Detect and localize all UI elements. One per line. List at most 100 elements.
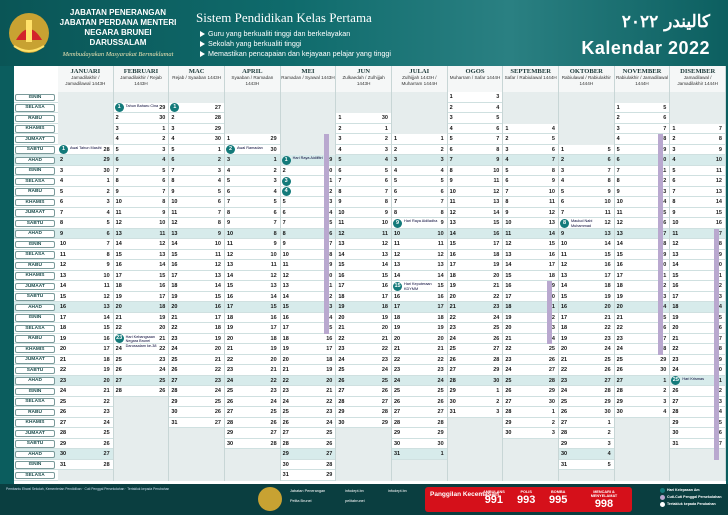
day-cell[interactable] [113,459,170,470]
day-cell[interactable]: 14 12 [114,239,170,250]
day-cell[interactable]: 30 28 [281,459,337,470]
day-cell[interactable]: 25 27 [448,344,504,355]
day-cell[interactable]: 30 26 [169,407,225,418]
day-cell[interactable]: 17 14 [58,312,114,323]
day-cell[interactable]: 27 25 [281,428,337,439]
day-cell[interactable]: 18 16 [114,281,170,292]
day-cell[interactable]: 23 25 [448,323,504,334]
day-cell[interactable]: 13 11 [114,228,170,239]
day-cell[interactable]: 24 22 [114,344,170,355]
day-cell[interactable]: 9 13 [559,228,615,239]
day-cell[interactable]: 12 15 [503,239,559,250]
day-cell[interactable]: 23 20 [58,375,114,386]
day-cell[interactable] [280,134,337,145]
day-cell[interactable]: 25 28 [503,375,559,386]
day-cell[interactable]: 21 19 [225,344,281,355]
day-cell[interactable]: 25 23 [114,354,170,365]
day-cell[interactable]: 24 23 [336,354,392,365]
day-cell[interactable]: 10 10 [392,228,448,239]
service-ambulance[interactable]: AMBULANS 991 [483,490,505,506]
day-cell[interactable]: 26 30 [615,365,671,376]
day-cell[interactable]: 1 30 [336,113,392,124]
day-cell[interactable]: 25 23 [281,407,337,418]
day-cell[interactable]: 30 4 [615,407,671,418]
day-cell[interactable]: 27 24 [58,417,114,428]
day-cell[interactable]: 23 21 [114,333,170,344]
day-cell[interactable]: 14 14 [392,270,448,281]
day-cell[interactable]: 10 8 [281,249,337,260]
social-instagram[interactable]: infodept.bn [345,489,364,493]
day-cell[interactable]: 6 12 [670,176,726,187]
day-cell[interactable]: 27 29 [448,365,504,376]
day-cell[interactable] [113,92,170,103]
day-cell[interactable]: 29 2 [503,417,559,428]
day-cell[interactable]: 23 23 [392,365,448,376]
day-cell[interactable]: 11 9 [281,260,337,271]
day-cell[interactable]: 13 15 [448,218,504,229]
day-cell[interactable]: 16 15 [336,270,392,281]
day-cell[interactable]: 20 22 [448,291,504,302]
day-cell[interactable]: 22 22 [392,354,448,365]
day-cell[interactable]: 15 17 [448,239,504,250]
day-cell[interactable] [614,428,671,439]
day-cell[interactable] [225,102,281,113]
day-cell[interactable] [614,449,671,460]
day-cell[interactable]: 7 10 [503,186,559,197]
day-cell[interactable]: 23 21 [225,365,281,376]
day-cell[interactable]: 25 22 [58,396,114,407]
day-cell[interactable]: 21 19 [281,365,337,376]
day-cell[interactable]: 27 23 [169,375,225,386]
day-cell[interactable] [113,428,170,439]
day-cell[interactable]: 24 20 [169,344,225,355]
day-cell[interactable]: 21 23 [448,302,504,313]
day-cell[interactable]: 8 11 [503,197,559,208]
day-cell[interactable]: 4 10 [670,155,726,166]
day-cell[interactable]: 22 26 [559,365,615,376]
day-cell[interactable] [503,113,559,124]
day-cell[interactable] [503,438,559,449]
day-cell[interactable] [447,449,504,460]
day-cell[interactable] [392,470,448,481]
day-cell[interactable]: 13 9 [169,228,225,239]
day-cell[interactable]: 26 28 [448,354,504,365]
day-cell[interactable]: 11 9 [225,239,281,250]
day-cell[interactable] [392,123,448,134]
day-cell[interactable]: 14 18 [559,281,615,292]
day-cell[interactable]: 6 10 [559,197,615,208]
day-cell[interactable]: 12 10 [114,218,170,229]
social-twitter[interactable]: infodept.bn [388,489,407,493]
day-cell[interactable]: 30 3 [503,428,559,439]
day-cell[interactable]: 30 27 [58,449,114,460]
day-cell[interactable]: 4 30 [169,134,225,145]
day-cell[interactable]: 29 25 [169,396,225,407]
day-cell[interactable]: 22 19 [58,365,114,376]
day-cell[interactable]: 28 24 [169,386,225,397]
day-cell[interactable] [447,470,504,481]
day-cell[interactable]: 29 28 [336,407,392,418]
day-cell[interactable]: 28 27 [336,396,392,407]
day-cell[interactable]: 11 7 [169,207,225,218]
day-cell[interactable]: 22 24 [448,312,504,323]
day-cell[interactable] [225,92,281,103]
day-cell[interactable] [614,92,671,103]
day-cell[interactable]: 13 11 [225,260,281,271]
day-cell[interactable] [392,92,448,103]
